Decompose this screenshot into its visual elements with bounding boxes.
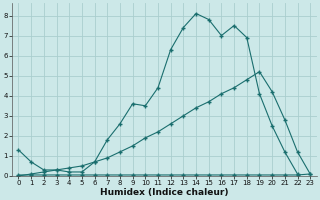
X-axis label: Humidex (Indice chaleur): Humidex (Indice chaleur) (100, 188, 228, 197)
